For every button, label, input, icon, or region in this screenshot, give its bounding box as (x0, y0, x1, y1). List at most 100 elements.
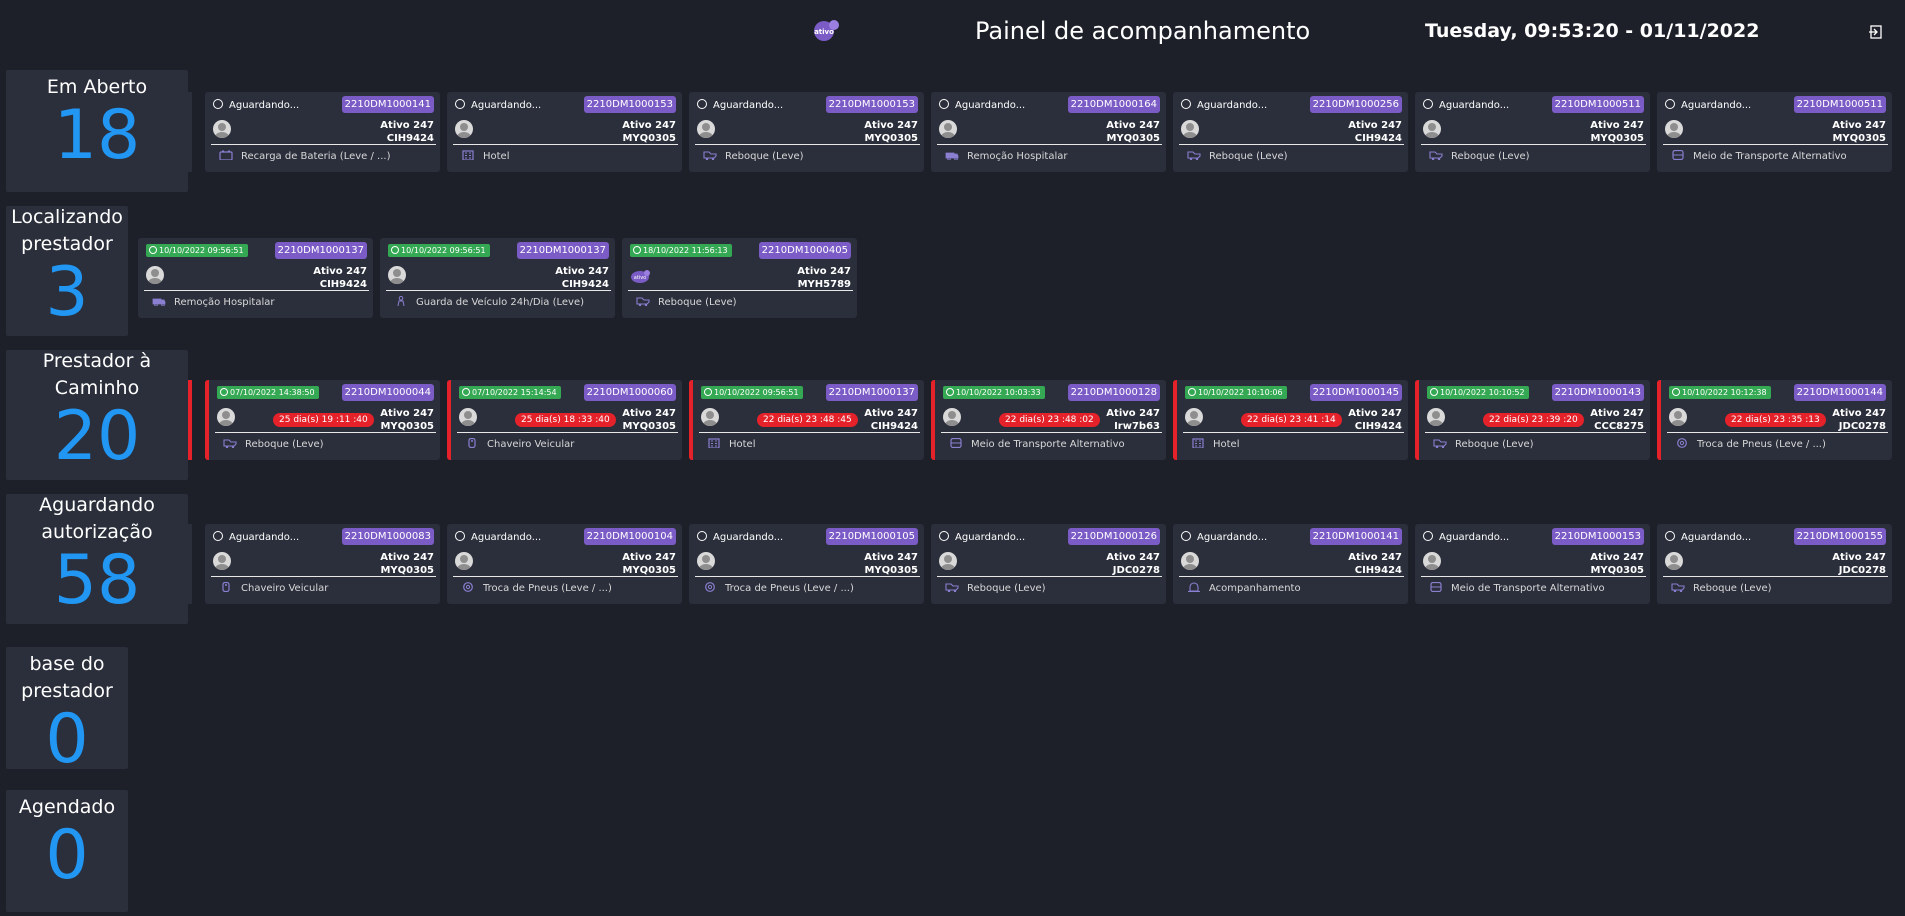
provider-avatar (701, 408, 719, 426)
protocol-badge[interactable]: 2210DM1000126 (1067, 528, 1160, 545)
service-card[interactable]: Aguardando... 2210DM1000256 Ativo 247 CIH94… (1173, 92, 1408, 172)
tow-truck-icon (703, 151, 717, 160)
ativo-logo: ativo (810, 18, 842, 42)
date-text: 10/10/2022 10:03:33 (956, 388, 1041, 397)
service-card[interactable]: Aguardando... 2210DM1000083 Ativo 247 MYQ03… (205, 524, 440, 604)
clock-icon (1423, 531, 1433, 541)
service-card[interactable]: Aguardando... 2210DM1000155 Ativo 247 JDC02… (1657, 524, 1892, 604)
protocol-badge[interactable]: 2210DM1000137 (825, 384, 918, 401)
date-badge: 10/10/2022 10:10:52 (1427, 386, 1529, 399)
clock-icon (1181, 99, 1191, 109)
client-name: Ativo 247 (1832, 120, 1886, 131)
protocol-badge[interactable]: 2210DM1000060 (583, 384, 676, 401)
service-label: Reboque (Leve) (725, 151, 804, 162)
protocol-badge[interactable]: 2210DM1000511 (1793, 96, 1886, 113)
protocol-badge[interactable]: 2210DM1000144 (1793, 384, 1886, 401)
scroll-overflow-card (188, 92, 192, 172)
protocol-badge[interactable]: 2210DM1000044 (341, 384, 434, 401)
protocol-badge[interactable]: 2210DM1000511 (1551, 96, 1644, 113)
service-card[interactable]: Aguardando... 2210DM1000511 Ativo 247 MYQ03… (1415, 92, 1650, 172)
protocol-badge[interactable]: 2210DM1000155 (1793, 528, 1886, 545)
protocol-badge[interactable]: 2210DM1000153 (583, 96, 676, 113)
client-name: Ativo 247 (313, 266, 367, 277)
clock-icon (1430, 388, 1438, 396)
card-header: 10/10/2022 10:10:06 2210DM1000145 (1185, 384, 1404, 402)
vehicle-plate: MYQ0305 (864, 133, 918, 144)
protocol-badge[interactable]: 2210DM1000256 (1309, 96, 1402, 113)
service-card[interactable]: Aguardando... 2210DM1000153 Ativo 247 MYQ03… (447, 92, 682, 172)
date-text: 10/10/2022 10:10:06 (1198, 388, 1283, 397)
status-counter-panel[interactable]: base do prestador 0 (6, 647, 128, 769)
protocol-badge[interactable]: 2210DM1000137 (274, 242, 367, 259)
card-header: Aguardando... 2210DM1000511 (1665, 96, 1888, 114)
status-counter-panel[interactable]: Localizando prestador 3 (6, 206, 128, 336)
scroll-overflow-card (188, 380, 192, 460)
service-card[interactable]: 07/10/2022 15:14:54 2210DM1000060 25 dia(s… (447, 380, 682, 460)
service-card[interactable]: 10/10/2022 10:12:38 2210DM1000144 22 dia(s… (1657, 380, 1892, 460)
tow-truck-icon (1429, 151, 1443, 160)
cards-carousel: 07/10/2022 14:38:50 2210DM1000044 25 dia(s… (205, 380, 1905, 462)
protocol-badge[interactable]: 2210DM1000145 (1309, 384, 1402, 401)
protocol-badge[interactable]: 2210DM1000137 (516, 242, 609, 259)
date-text: 18/10/2022 11:56:13 (643, 246, 728, 255)
service-card[interactable]: Aguardando... 2210DM1000104 Ativo 247 MYQ03… (447, 524, 682, 604)
vehicle-plate: MYQ0305 (622, 565, 676, 576)
service-type: Remoção Hospitalar (945, 150, 1067, 162)
service-type: Reboque (Leve) (1187, 150, 1288, 162)
service-card[interactable]: 18/10/2022 11:56:13 2210DM1000405 ativo Ati… (622, 238, 857, 318)
logout-icon[interactable] (1868, 24, 1884, 40)
status-counter-panel[interactable]: Prestador à Caminho 20 (6, 350, 188, 480)
service-label: Hotel (729, 439, 756, 450)
service-card[interactable]: Aguardando... 2210DM1000141 Ativo 247 CIH94… (1173, 524, 1408, 604)
protocol-badge[interactable]: 2210DM1000153 (825, 96, 918, 113)
provider-avatar (459, 408, 477, 426)
service-type: Hotel (461, 150, 510, 162)
status-counter-panel[interactable]: Em Aberto 18 (6, 70, 188, 192)
protocol-badge[interactable]: 2210DM1000128 (1067, 384, 1160, 401)
service-card[interactable]: 10/10/2022 10:03:33 2210DM1000128 22 dia(s… (931, 380, 1166, 460)
service-type: Reboque (Leve) (223, 438, 324, 450)
vehicle-plate: Irw7b63 (1114, 421, 1160, 432)
client-name: Ativo 247 (380, 408, 434, 419)
service-card[interactable]: Aguardando... 2210DM1000153 Ativo 247 MYQ03… (1415, 524, 1650, 604)
service-label: Remoção Hospitalar (174, 297, 275, 308)
vehicle-plate: MYQ0305 (622, 421, 676, 432)
card-info: Ativo 247 MYQ0305 (622, 551, 676, 577)
client-name: Ativo 247 (1106, 120, 1160, 131)
vehicle-plate: JDC0278 (1838, 565, 1886, 576)
service-card[interactable]: 07/10/2022 14:38:50 2210DM1000044 25 dia(s… (205, 380, 440, 460)
service-card[interactable]: 10/10/2022 09:56:51 2210DM1000137 22 dia(s… (689, 380, 924, 460)
sla-timer-badge: 22 dia(s) 23 :35 :13 (1725, 413, 1826, 427)
service-card[interactable]: 10/10/2022 10:10:06 2210DM1000145 22 dia(s… (1173, 380, 1408, 460)
service-card[interactable]: 10/10/2022 09:56:51 2210DM1000137 Ativo 24… (138, 238, 373, 318)
status-counter-panel[interactable]: Agendado 0 (6, 790, 128, 912)
service-card[interactable]: Aguardando... 2210DM1000141 Ativo 247 CIH94… (205, 92, 440, 172)
service-card[interactable]: Aguardando... 2210DM1000164 Ativo 247 MYQ03… (931, 92, 1166, 172)
protocol-badge[interactable]: 2210DM1000153 (1551, 528, 1644, 545)
service-type: Hotel (1191, 438, 1240, 450)
clock-icon (946, 388, 954, 396)
service-card[interactable]: Aguardando... 2210DM1000105 Ativo 247 MYQ03… (689, 524, 924, 604)
tow-truck-icon (636, 297, 650, 306)
protocol-badge[interactable]: 2210DM1000405 (758, 242, 851, 259)
card-status: Aguardando... (697, 531, 783, 543)
card-header: 10/10/2022 10:10:52 2210DM1000143 (1427, 384, 1646, 402)
service-card[interactable]: Aguardando... 2210DM1000511 Ativo 247 MYQ03… (1657, 92, 1892, 172)
service-type: Remoção Hospitalar (152, 296, 274, 308)
protocol-badge[interactable]: 2210DM1000104 (583, 528, 676, 545)
service-card[interactable]: 10/10/2022 09:56:51 2210DM1000137 Ativo 24… (380, 238, 615, 318)
client-name: Ativo 247 (1348, 408, 1402, 419)
protocol-badge[interactable]: 2210DM1000083 (341, 528, 434, 545)
service-card[interactable]: 10/10/2022 10:10:52 2210DM1000143 22 dia(s… (1415, 380, 1650, 460)
protocol-badge[interactable]: 2210DM1000141 (341, 96, 434, 113)
date-badge: 10/10/2022 10:10:06 (1185, 386, 1287, 399)
protocol-badge[interactable]: 2210DM1000141 (1309, 528, 1402, 545)
protocol-badge[interactable]: 2210DM1000164 (1067, 96, 1160, 113)
protocol-badge[interactable]: 2210DM1000143 (1551, 384, 1644, 401)
sla-timer-badge: 22 dia(s) 23 :48 :45 (757, 413, 858, 427)
service-card[interactable]: Aguardando... 2210DM1000126 Ativo 247 JDC02… (931, 524, 1166, 604)
protocol-badge[interactable]: 2210DM1000105 (825, 528, 918, 545)
service-card[interactable]: Aguardando... 2210DM1000153 Ativo 247 MYQ03… (689, 92, 924, 172)
vehicle-plate: MYH5789 (797, 279, 851, 290)
status-counter-panel[interactable]: Aguardando autorização 58 (6, 494, 188, 624)
